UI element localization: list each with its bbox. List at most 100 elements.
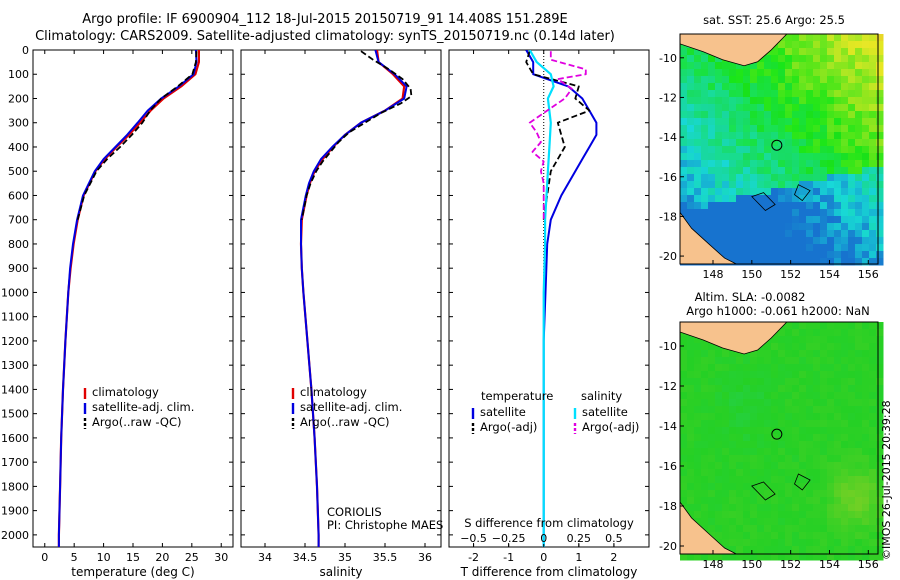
map-cell bbox=[736, 399, 744, 407]
lon-tick-label: 152 bbox=[780, 268, 801, 281]
map-cell bbox=[694, 202, 702, 210]
map-cell bbox=[778, 132, 786, 140]
map-cell bbox=[869, 525, 877, 533]
map-cell bbox=[715, 392, 723, 400]
map-cell bbox=[750, 406, 758, 414]
map-cell bbox=[799, 378, 807, 386]
panel-frame bbox=[32, 49, 234, 548]
map-cell bbox=[757, 251, 765, 259]
map-cell bbox=[750, 413, 758, 421]
map-cell bbox=[799, 48, 807, 56]
map-cell bbox=[694, 476, 702, 484]
map-cell bbox=[729, 469, 737, 477]
y-tick-label: 800 bbox=[8, 238, 29, 251]
map-cell bbox=[869, 244, 877, 252]
lat-tick-label: -12 bbox=[659, 380, 677, 393]
map-cell bbox=[806, 399, 814, 407]
map-cell bbox=[722, 139, 730, 147]
map-cell bbox=[729, 399, 737, 407]
map-cell bbox=[869, 497, 877, 505]
map-cell bbox=[680, 174, 688, 182]
map-cell bbox=[757, 392, 765, 400]
map-cell bbox=[778, 216, 786, 224]
map-cell bbox=[757, 237, 765, 245]
map-cell bbox=[708, 490, 716, 498]
map-cell bbox=[799, 146, 807, 154]
map-cell bbox=[855, 476, 863, 484]
map-cell bbox=[722, 525, 730, 533]
map-cell bbox=[876, 511, 884, 519]
map-cell bbox=[750, 518, 758, 526]
map-cell bbox=[708, 497, 716, 505]
map-cell bbox=[862, 322, 870, 330]
map-cell bbox=[792, 483, 800, 491]
map-cell bbox=[757, 462, 765, 470]
map-cell bbox=[862, 455, 870, 463]
map-cell bbox=[764, 497, 772, 505]
map-cell bbox=[736, 230, 744, 238]
map-cell bbox=[778, 174, 786, 182]
map-cell bbox=[827, 237, 835, 245]
map-cell bbox=[820, 539, 828, 547]
map-cell bbox=[778, 160, 786, 168]
map-cell bbox=[757, 90, 765, 98]
map-cell bbox=[757, 69, 765, 77]
map-cell bbox=[757, 490, 765, 498]
map-cell bbox=[680, 139, 688, 147]
map-cell bbox=[785, 406, 793, 414]
map-cell bbox=[750, 216, 758, 224]
map-cell bbox=[869, 336, 877, 344]
map-cell bbox=[708, 83, 716, 91]
map-cell bbox=[806, 364, 814, 372]
map-cell bbox=[743, 209, 751, 217]
map-cell bbox=[764, 230, 772, 238]
map-cell bbox=[771, 350, 779, 358]
map-cell bbox=[820, 413, 828, 421]
map-cell bbox=[687, 97, 695, 105]
map-cell bbox=[708, 350, 716, 358]
map-cell bbox=[771, 48, 779, 56]
x-axis-label: temperature (deg C) bbox=[71, 565, 194, 579]
map-cell bbox=[680, 476, 688, 484]
map-cell bbox=[771, 69, 779, 77]
map-cell bbox=[722, 125, 730, 133]
map-cell bbox=[757, 167, 765, 175]
map-cell bbox=[855, 209, 863, 217]
map-cell bbox=[834, 525, 842, 533]
map-cell bbox=[799, 195, 807, 203]
map-cell bbox=[771, 174, 779, 182]
map-cell bbox=[715, 216, 723, 224]
map-cell bbox=[785, 329, 793, 337]
map-cell bbox=[834, 350, 842, 358]
map-cell bbox=[799, 413, 807, 421]
y-tick-label: 500 bbox=[8, 165, 29, 178]
map-cell bbox=[729, 497, 737, 505]
map-cell bbox=[701, 469, 709, 477]
map-cell bbox=[715, 476, 723, 484]
map-cell bbox=[722, 364, 730, 372]
map-cell bbox=[687, 69, 695, 77]
map-cell bbox=[680, 195, 688, 203]
map-cell bbox=[806, 62, 814, 70]
map-cell bbox=[848, 76, 856, 84]
map-cell bbox=[799, 83, 807, 91]
map-cell bbox=[757, 223, 765, 231]
map-cell bbox=[771, 62, 779, 70]
map-cell bbox=[680, 343, 688, 351]
map-cell bbox=[841, 357, 849, 365]
map-cell bbox=[736, 223, 744, 231]
map-cell bbox=[722, 90, 730, 98]
map-cell bbox=[792, 441, 800, 449]
x-tick-label: 25 bbox=[185, 551, 199, 564]
map-cell bbox=[785, 434, 793, 442]
y-tick-label: 1800 bbox=[1, 480, 29, 493]
map-cell bbox=[855, 174, 863, 182]
map-cell bbox=[813, 181, 821, 189]
map-cell bbox=[869, 167, 877, 175]
map-cell bbox=[736, 413, 744, 421]
map-cell bbox=[722, 174, 730, 182]
map-cell bbox=[834, 111, 842, 119]
map-cell bbox=[841, 378, 849, 386]
map-cell bbox=[869, 90, 877, 98]
map-cell bbox=[806, 455, 814, 463]
